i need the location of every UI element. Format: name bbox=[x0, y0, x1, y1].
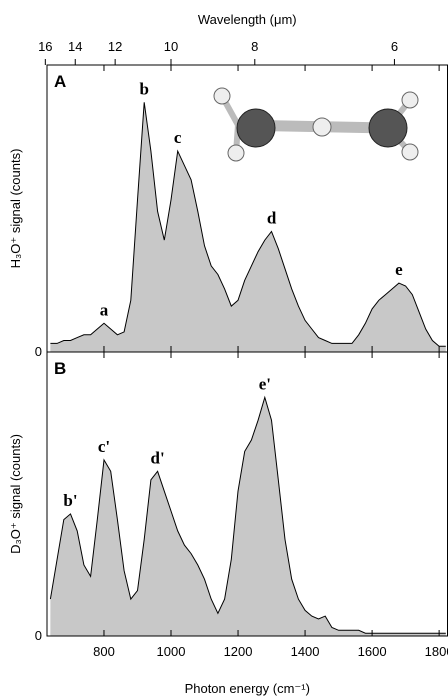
x2-axis-label: Wavelength (μm) bbox=[198, 12, 297, 27]
y-tick-label: 0 bbox=[35, 344, 42, 359]
x-axis-label: Photon energy (cm⁻¹) bbox=[185, 681, 310, 696]
x2-tick-label: 12 bbox=[108, 39, 122, 54]
x2-tick-label: 8 bbox=[251, 39, 258, 54]
figure: 0 H₃O⁺ signal (counts) Aa b c d e 16 14 12 10 8 6 Wav… bbox=[0, 0, 448, 700]
x-tick-label: 800 bbox=[93, 644, 115, 659]
peak-label: e bbox=[395, 260, 403, 279]
peak-label: b' bbox=[63, 491, 77, 510]
panel-label: B bbox=[54, 359, 66, 378]
molecule-inset bbox=[214, 88, 418, 161]
peak-label: e' bbox=[259, 374, 271, 393]
peak-label: a bbox=[100, 300, 109, 319]
peak-label: b bbox=[139, 79, 148, 98]
x-tick-label: 1400 bbox=[291, 644, 320, 659]
x2-tick-label: 10 bbox=[164, 39, 178, 54]
peak-label: c bbox=[174, 128, 182, 147]
x2-tick-label: 14 bbox=[68, 39, 82, 54]
y-axis-label: D₃O⁺ signal (counts) bbox=[8, 434, 23, 554]
panel-label: A bbox=[54, 72, 66, 91]
y-axis-label: H₃O⁺ signal (counts) bbox=[8, 149, 23, 269]
peak-label: c' bbox=[98, 437, 110, 456]
x2-tick-label: 6 bbox=[391, 39, 398, 54]
x2-tick-label: 16 bbox=[38, 39, 52, 54]
y-tick-label: 0 bbox=[35, 628, 42, 643]
x-tick-label: 1800 bbox=[425, 644, 448, 659]
peak-label: d bbox=[267, 208, 277, 227]
peak-label: d' bbox=[151, 448, 165, 467]
x-tick-label: 1200 bbox=[224, 644, 253, 659]
x-tick-label: 1000 bbox=[157, 644, 186, 659]
area-fill bbox=[50, 397, 445, 636]
x-tick-label: 1600 bbox=[358, 644, 387, 659]
